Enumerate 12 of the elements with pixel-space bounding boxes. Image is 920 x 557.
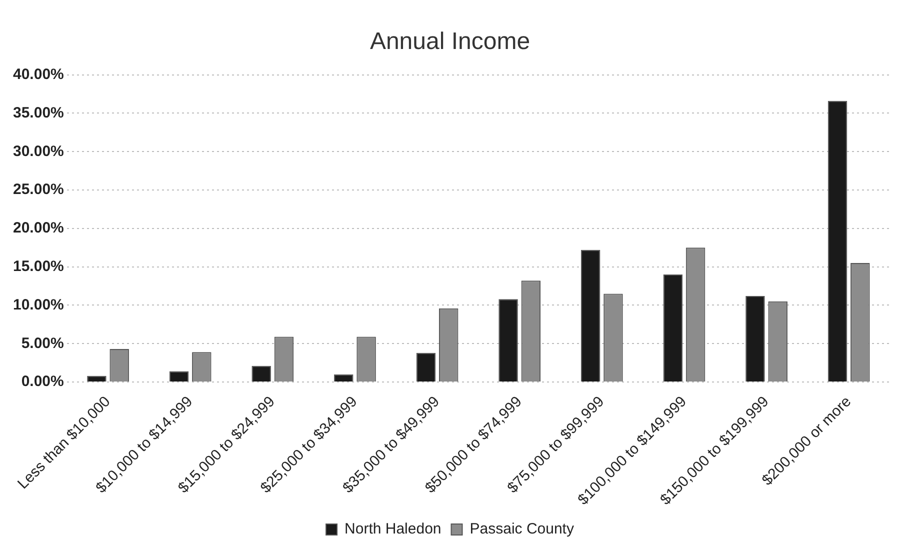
y-tick-label: 35.00% [13, 104, 64, 122]
y-tick-label: 0.00% [21, 373, 64, 390]
chart-title: Annual Income [370, 28, 530, 56]
legend-label: North Haledon [344, 520, 442, 538]
y-tick-label: 40.00% [13, 66, 64, 83]
legend-label: Passaic County [470, 520, 574, 538]
y-tick-label: 25.00% [13, 181, 64, 198]
y-tick-label: 5.00% [21, 334, 64, 352]
y-tick-label: 15.00% [13, 258, 64, 275]
y-tick-label: 30.00% [13, 142, 64, 160]
y-tick-label: 10.00% [13, 296, 64, 314]
y-tick-label: 20.00% [13, 220, 64, 237]
